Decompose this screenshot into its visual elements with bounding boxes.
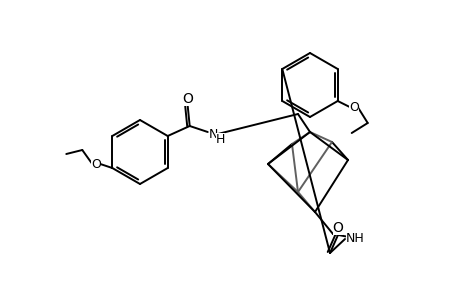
Text: O: O [182, 92, 193, 106]
Text: NH: NH [345, 232, 364, 245]
Text: O: O [91, 158, 101, 170]
Text: N: N [208, 128, 218, 140]
Text: O: O [332, 221, 343, 235]
Text: H: H [216, 133, 225, 146]
Text: O: O [348, 100, 358, 113]
